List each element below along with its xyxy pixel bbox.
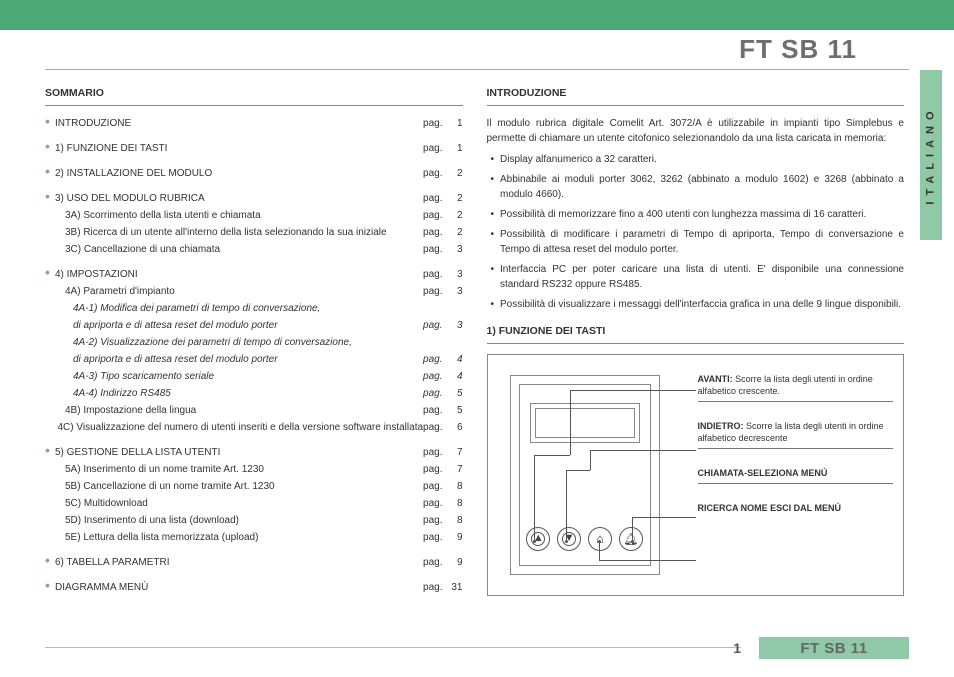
device-display <box>530 403 640 443</box>
toc-row: 4A-3) Tipo scaricamento serialepag.4 <box>45 369 463 384</box>
toc-row: 5B) Cancellazione di un nome tramite Art… <box>45 479 463 494</box>
toc-row: 3B) Ricerca di un utente all'interno del… <box>45 225 463 240</box>
intro-bullet: Display alfanumerico a 32 caratteri. <box>491 152 905 167</box>
language-tab: ITALIANO <box>920 70 942 240</box>
toc-column: SOMMARIO •INTRODUZIONEpag.1 •1) FUNZIONE … <box>45 82 463 597</box>
toc-row: •3) USO DEL MODULO RUBRICApag.2 <box>45 191 463 206</box>
btn-book-icon: ⌂ <box>588 527 612 551</box>
label-indietro: INDIETRO: Scorre la lista degli utenti i… <box>698 420 894 449</box>
toc-row: 5D) Inserimento di una lista (download)p… <box>45 513 463 528</box>
toc-row: •6) TABELLA PARAMETRIpag.9 <box>45 555 463 570</box>
toc-row: di apriporta e di attesa reset del modul… <box>45 318 463 333</box>
toc-row: 4B) Impostazione della linguapag.5 <box>45 403 463 418</box>
toc-row: di apriporta e di attesa reset del modul… <box>45 352 463 367</box>
toc-row: 4A) Parametri d'impiantopag.3 <box>45 284 463 299</box>
footer: 1 FT SB 11 <box>733 637 909 659</box>
intro-bullet: Possibilità di memorizzare fino a 400 ut… <box>491 207 905 222</box>
func-title: 1) FUNZIONE DEI TASTI <box>487 324 905 344</box>
footer-rule <box>45 647 741 648</box>
btn-up-icon: ▲ <box>526 527 550 551</box>
toc-list: •INTRODUZIONEpag.1 •1) FUNZIONE DEI TASTI… <box>45 116 463 595</box>
intro-paragraph: Il modulo rubrica digitale Comelit Art. … <box>487 116 905 146</box>
toc-row: •5) GESTIONE DELLA LISTA UTENTIpag.7 <box>45 445 463 460</box>
intro-bullet: Interfaccia PC per poter caricare una li… <box>491 262 905 292</box>
key-diagram: ▲ ▼ ⌂ 🔔︎ <box>487 354 905 596</box>
toc-title: SOMMARIO <box>45 86 463 106</box>
intro-bullet: Possibilità di modificare i parametri di… <box>491 227 905 257</box>
intro-bullet: Abbinabile ai moduli porter 3062, 3262 (… <box>491 172 905 202</box>
toc-row: 5A) Inserimento di un nome tramite Art. … <box>45 462 463 477</box>
toc-row: 5E) Lettura della lista memorizzata (upl… <box>45 530 463 545</box>
doc-title: FT SB 11 <box>739 34 857 65</box>
toc-row: 4A-4) Indirizzo RS485pag.5 <box>45 386 463 401</box>
footer-badge: FT SB 11 <box>759 637 909 659</box>
footer-title: FT SB 11 <box>800 640 867 657</box>
toc-row: •INTRODUZIONEpag.1 <box>45 116 463 131</box>
label-chiamata: CHIAMATA-SELEZIONA MENÚ <box>698 467 894 484</box>
intro-bullet-list: Display alfanumerico a 32 caratteri. Abbi… <box>487 152 905 312</box>
label-ricerca: RICERCA NOME ESCI DAL MENÚ <box>698 502 894 518</box>
toc-row: •DIAGRAMMA MENÚpag.31 <box>45 580 463 595</box>
top-bar <box>0 0 954 30</box>
toc-row: 3A) Scorrimento della lista utenti e chi… <box>45 208 463 223</box>
toc-row: •1) FUNZIONE DEI TASTIpag.1 <box>45 141 463 156</box>
btn-down-icon: ▼ <box>557 527 581 551</box>
toc-row: 3C) Cancellazione di una chiamatapag.3 <box>45 242 463 257</box>
toc-row: 4C) Visualizzazione del numero di utenti… <box>45 420 463 435</box>
toc-row: 5C) Multidownloadpag.8 <box>45 496 463 511</box>
page-number: 1 <box>733 640 741 656</box>
intro-column: INTRODUZIONE Il modulo rubrica digitale … <box>487 82 905 597</box>
intro-bullet: Possibilità di visualizzare i messaggi d… <box>491 297 905 312</box>
language-tab-text: ITALIANO <box>925 105 937 204</box>
intro-title: INTRODUZIONE <box>487 86 905 106</box>
label-avanti: AVANTI: Scorre la lista degli utenti in … <box>698 373 894 402</box>
toc-row: 4A-1) Modifica dei parametri di tempo di… <box>45 301 463 316</box>
toc-row: 4A-2) Visualizzazione dei parametri di t… <box>45 335 463 350</box>
toc-row: •4) IMPOSTAZIONIpag.3 <box>45 267 463 282</box>
device-panel: ▲ ▼ ⌂ 🔔︎ <box>510 375 660 575</box>
header: FT SB 11 <box>45 30 909 70</box>
toc-row: •2) INSTALLAZIONE DEL MODULOpag.2 <box>45 166 463 181</box>
